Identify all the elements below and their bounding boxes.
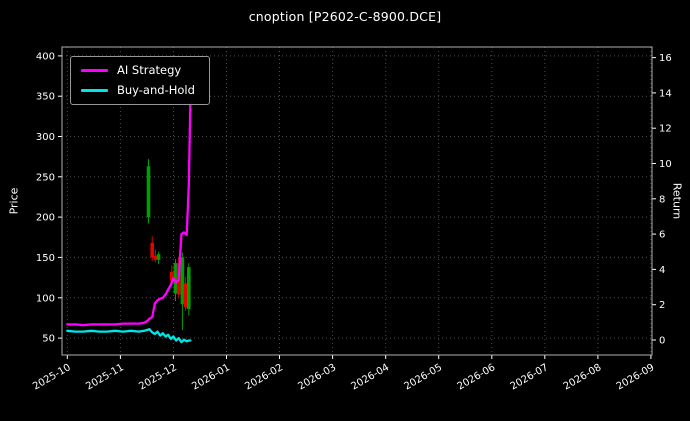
ai-strategy-line [66,99,192,327]
candle-body [150,242,154,258]
x-tick-label: 2026-09 [615,362,657,392]
x-tick-label: 2026-05 [403,362,445,392]
right-tick-label: 14 [659,88,672,99]
x-tick-label: 2026-02 [243,362,285,392]
x-tick-label: 2026-08 [562,362,604,392]
chart-title: cnoption [P2602-C-8900.DCE] [248,9,442,24]
right-tick-label: 12 [659,124,672,135]
x-tick-label: 2026-07 [509,362,551,392]
candle-body [153,255,158,260]
right-tick-label: 4 [659,265,665,276]
ai-strategy-line-swatch [81,69,108,73]
right-tick-label: 10 [659,159,672,170]
x-tick-label: 2025-10 [31,362,73,392]
right-axis-label: Return [670,182,684,220]
x-tick-label: 2026-01 [190,362,232,392]
left-tick-label: 100 [36,293,55,304]
left-tick-label: 400 [36,51,55,62]
x-tick-label: 2026-03 [296,362,338,392]
left-tick-label: 50 [42,334,55,345]
legend-label-ai-strategy: AI Strategy [117,63,182,77]
left-tick-label: 350 [36,92,55,103]
left-tick-label: 300 [36,132,55,143]
x-tick-label: 2025-11 [84,362,126,392]
left-axis-label: Price [7,187,21,215]
candle-body [183,283,188,308]
left-tick-label: 200 [36,213,55,224]
x-tick-label: 2026-06 [456,362,498,392]
legend-label-buy-and-hold: Buy-and-Hold [117,82,195,97]
left-tick-label: 250 [36,172,55,183]
candle-body [180,257,185,305]
candle-body [170,272,174,281]
buy-and-hold-line-swatch [81,88,108,92]
x-tick-label: 2026-04 [350,362,392,392]
right-tick-label: 16 [659,53,672,64]
legend-item-buy-and-hold: Buy-and-Hold [81,82,195,97]
left-tick-label: 150 [36,253,55,264]
candle-body [173,263,178,294]
x-tick-label: 2025-12 [137,362,179,392]
plot-border [61,46,653,356]
buy-and-hold-line [66,328,192,344]
right-tick-label: 6 [659,230,665,241]
candle-body [187,267,191,309]
candle-body [146,166,151,218]
right-tick-label: 8 [659,194,665,205]
legend: AI Strategy Buy-and-Hold [70,56,210,105]
candle-body [156,254,161,260]
right-tick-label: 0 [659,336,665,347]
legend-item-ai-strategy: AI Strategy [81,63,195,77]
right-tick-label: 2 [659,300,665,311]
